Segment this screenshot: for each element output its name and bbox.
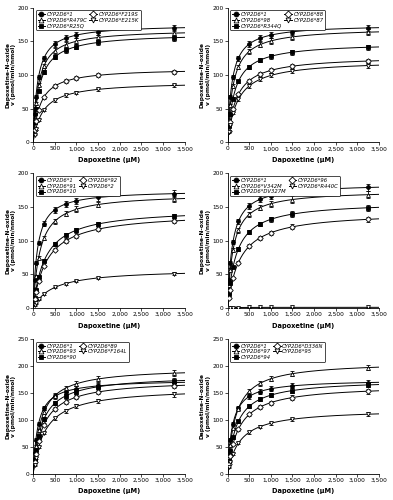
Y-axis label: Dapoxetine-N-oxide
v (pmol/min/nmol): Dapoxetine-N-oxide v (pmol/min/nmol) (200, 374, 211, 440)
Legend: CYP2D6*1, CYP2D6*91, CYP2D6*10, CYP2D6*92, CYP2D6*2: CYP2D6*1, CYP2D6*91, CYP2D6*10, CYP2D6*9… (36, 176, 120, 196)
Legend: CYP2D6*1, CYP2D6*93, CYP2D6*90, CYP2D6*89, CYP2D6*F164L: CYP2D6*1, CYP2D6*93, CYP2D6*90, CYP2D6*8… (36, 342, 129, 362)
Legend: CYP2D6*1, CYP2D6*97, CYP2D6*94, CYP2D6*D336N, CYP2D6*95: CYP2D6*1, CYP2D6*97, CYP2D6*94, CYP2D6*D… (230, 342, 325, 362)
Y-axis label: Dapoxetine-N-oxide
v (pmol/min/nmol): Dapoxetine-N-oxide v (pmol/min/nmol) (6, 374, 17, 440)
Legend: CYP2D6*1, CYP2D6*98, CYP2D6*R344Q, CYP2D6*88, CYP2D6*87: CYP2D6*1, CYP2D6*98, CYP2D6*R344Q, CYP2D… (230, 10, 325, 30)
Y-axis label: Dapoxetine-N-oxide
v (pmol/min/nmol): Dapoxetine-N-oxide v (pmol/min/nmol) (200, 42, 211, 108)
X-axis label: Dapoxetine (μM): Dapoxetine (μM) (272, 157, 334, 163)
X-axis label: Dapoxetine (μM): Dapoxetine (μM) (78, 322, 140, 328)
Y-axis label: Dapoxetine-N-oxide
v (pmol/min/nmol): Dapoxetine-N-oxide v (pmol/min/nmol) (6, 42, 17, 108)
X-axis label: Dapoxetine (μM): Dapoxetine (μM) (78, 488, 140, 494)
Y-axis label: Dapoxetine-N-oxide
v (pmol/min/nmol): Dapoxetine-N-oxide v (pmol/min/nmol) (6, 208, 17, 274)
X-axis label: Dapoxetine (μM): Dapoxetine (μM) (78, 157, 140, 163)
Legend: CYP2D6*1, CYP2D6*V342M, CYP2D6*DV327M, CYP2D6*96, CYP2D6*R440C: CYP2D6*1, CYP2D6*V342M, CYP2D6*DV327M, C… (230, 176, 340, 196)
X-axis label: Dapoxetine (μM): Dapoxetine (μM) (272, 488, 334, 494)
Y-axis label: Dapoxetine-N-oxide
v (pmol/min/nmol): Dapoxetine-N-oxide v (pmol/min/nmol) (200, 208, 211, 274)
X-axis label: Dapoxetine (μM): Dapoxetine (μM) (272, 322, 334, 328)
Legend: CYP2D6*1, CYP2D6*R479C, CYP2D6*R25Q, CYP2D6*F219S, CYP2D6*E215K: CYP2D6*1, CYP2D6*R479C, CYP2D6*R25Q, CYP… (36, 10, 141, 30)
